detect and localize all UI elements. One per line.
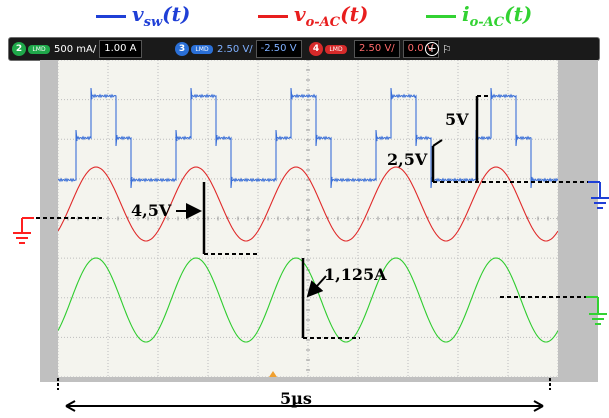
legend-vsw-label: vsw(t) [132, 2, 191, 30]
label-1-125a: 1,125A [324, 265, 387, 284]
ch3-scale[interactable]: 2.50 V/ [217, 43, 253, 55]
legend-voac-label: vo-AC(t) [294, 2, 369, 30]
label-5v: 5V [445, 110, 469, 129]
legend-ioac-swatch [426, 14, 456, 18]
toolbar-tools: + ⚐ [425, 40, 452, 58]
legend-vsw-swatch [96, 14, 126, 18]
blue-ground-reference [510, 181, 609, 209]
ioac-amplitude-annotation [301, 258, 360, 339]
green-ground-reference [500, 296, 607, 325]
legend-ioac-label: io-AC(t) [462, 2, 533, 30]
vsw-amplitude-annotation [431, 95, 510, 183]
trigger-marker [269, 371, 277, 377]
time-span-annotation [57, 378, 551, 412]
ch2-offset[interactable]: 1.00 A [99, 40, 142, 58]
ch3-tag: LMD [191, 44, 213, 54]
ch4-tag: LMD [325, 44, 347, 54]
voac-waveform [58, 166, 558, 242]
ioac-waveform [58, 257, 558, 343]
flag-icon[interactable]: ⚐ [442, 42, 452, 56]
legend-vsw: vsw(t) [96, 2, 190, 30]
legend-voac: vo-AC(t) [258, 2, 368, 30]
legend-voac-swatch [258, 14, 288, 18]
scope-channel-toolbar: 2 LMD 500 mA/ 1.00 A 3 LMD 2.50 V/ -2.50… [8, 37, 600, 61]
ch4-badge: 4 [309, 42, 323, 56]
ch3-offset[interactable]: -2.50 V [255, 40, 302, 58]
ch2-scale[interactable]: 500 mA/ [54, 43, 97, 55]
graticule [58, 60, 558, 377]
ch3-badge: 3 [175, 42, 189, 56]
plus-circle-icon[interactable]: + [425, 42, 439, 56]
label-5us: 5µs [280, 389, 312, 408]
ch2-settings[interactable]: 2 LMD 500 mA/ 1.00 A [12, 40, 142, 58]
ch4-scale[interactable]: 2.50 V/ [354, 40, 400, 58]
ch2-badge: 2 [12, 42, 26, 56]
waveform-plot [58, 60, 558, 377]
scope-screen [58, 60, 558, 377]
ch2-tag: LMD [28, 44, 50, 54]
label-2-5v: 2,5V [387, 150, 428, 169]
label-4-5v: 4,5V [131, 201, 172, 220]
legend-ioac: io-AC(t) [426, 2, 532, 30]
ch3-settings[interactable]: 3 LMD 2.50 V/ -2.50 V [175, 40, 302, 58]
voac-amplitude-annotation [176, 182, 260, 255]
ch4-settings[interactable]: 4 LMD 2.50 V/ 0.0 V [309, 40, 439, 58]
legend: vsw(t) vo-AC(t) io-AC(t) [0, 0, 609, 34]
red-ground-reference [13, 217, 102, 244]
